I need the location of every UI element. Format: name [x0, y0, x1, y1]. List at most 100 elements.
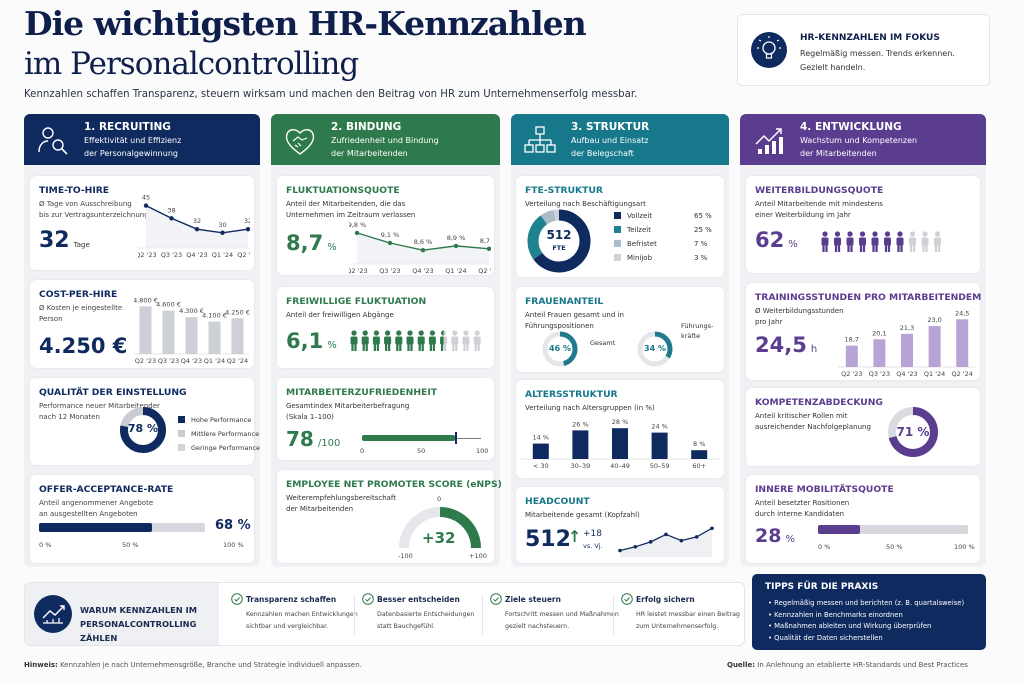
data-point	[220, 230, 225, 235]
x-tick-label: Q1 '24	[204, 357, 225, 365]
card-desc: Anteil kritischer Rollen mit ausreichende…	[755, 411, 871, 433]
tip-item: Regelmäßig messen und berichten (z. B. q…	[768, 598, 964, 610]
desc-line: Anteil angenommener Angebote	[39, 499, 154, 507]
legend-item: Teilzeit	[614, 226, 651, 234]
card-title: OFFER-ACCEPTANCE-RATE	[39, 484, 174, 495]
desc-line: (Skala 1–100)	[286, 413, 334, 421]
x-tick-label: Q2 '23	[841, 370, 862, 378]
data-point	[143, 203, 149, 208]
donut-label: Führungs-	[681, 322, 714, 330]
card-title: FLUKTUATIONSQUOTE	[286, 185, 400, 196]
axis-tick: 0 %	[818, 543, 831, 551]
data-label: 30	[218, 221, 226, 229]
sparkline-area	[620, 528, 712, 557]
heart-handshake-icon	[283, 124, 317, 158]
enps-value: +32	[422, 529, 456, 547]
axis-tick: 100 %	[223, 541, 244, 549]
data-label: 4.250 €	[225, 308, 250, 316]
x-tick-label: Q2 '24	[952, 370, 973, 378]
gauge-mid-label: 0	[437, 495, 442, 503]
donut-segment	[637, 331, 673, 367]
voluntary-turnover-people-icons	[350, 330, 481, 351]
person-icon	[395, 330, 403, 351]
card-title: HEADCOUNT	[525, 496, 590, 507]
legend-value: 7 %	[694, 240, 708, 248]
focus-text-1: Regelmäßig messen. Trends erkennen.	[800, 49, 955, 58]
bar	[208, 321, 221, 354]
unit: /100	[317, 438, 341, 449]
donut-center-unit: FTE	[552, 244, 566, 252]
axis-tick: 0 %	[39, 541, 52, 549]
card-desc: Ø Tage von Ausschreibung bis zur Vertrags…	[39, 199, 149, 221]
legend-item: Befristet	[614, 240, 657, 248]
person-icon	[462, 330, 470, 351]
benefit-title: Transparenz schaffen	[246, 595, 337, 604]
kpi-value: 24,5 h	[755, 333, 817, 357]
tips-list: Regelmäßig messen und berichten (z. B. q…	[768, 598, 964, 644]
column-header-bindung: 2. BINDUNG Zufriedenheit und Bindung der…	[271, 114, 500, 165]
person-icon	[921, 231, 929, 252]
card-time-to-hire: TIME-TO-HIRE Ø Tage von Ausschreibung bis…	[30, 176, 254, 270]
desc-line: Anteil kritischer Rollen mit	[755, 412, 848, 420]
kpi-value: 32 Tage	[39, 228, 90, 253]
headcount-delta-note: vs. Vj.	[583, 542, 603, 550]
legend-item: Hohe Performance	[178, 416, 251, 424]
x-tick-label: Q2 '23	[138, 251, 157, 259]
kpi-value: 62%	[755, 228, 798, 252]
x-tick-label: Q4 '23	[412, 267, 433, 274]
arrow-up-icon: ↑	[568, 527, 582, 546]
data-point	[486, 246, 491, 251]
person-icon	[361, 330, 369, 351]
card-desc: Gesamtindex Mitarbeiterbefragung (Skala 1…	[286, 401, 409, 423]
card-desc: Anteil der freiwilligen Abgänge	[286, 311, 394, 319]
card-headcount: HEADCOUNT Mitarbeitende gesamt (Kopfzahl…	[516, 487, 724, 563]
desc-line: Performance neuer Mitarbeitender	[39, 402, 160, 410]
card-title: KOMPETENZABDECKUNG	[755, 397, 883, 408]
legend-value: 25 %	[694, 226, 712, 234]
donut-segment	[120, 407, 166, 453]
x-tick-label: Q1 '24	[924, 370, 945, 378]
data-label: 14 %	[533, 434, 550, 442]
desc-line: Ø Weiterbildungsstunden	[755, 307, 844, 315]
person-icon	[350, 330, 358, 351]
mobility-progress-track	[818, 525, 968, 534]
headcount-sparkline	[618, 526, 714, 557]
data-label: 45	[142, 194, 150, 202]
bar	[956, 319, 969, 367]
desc-line: Unternehmen im Zeitraum verlassen	[286, 211, 416, 219]
check-circle-icon	[231, 593, 243, 605]
donut-center-value: 512	[546, 228, 572, 242]
quality-donut-chart	[120, 407, 166, 453]
gauge-min-label: -100	[398, 552, 413, 560]
card-title: FREIWILLIGE FLUKTUATION	[286, 296, 427, 307]
x-tick-label: Q1 '24	[212, 251, 233, 259]
desc-line: Anteil Frauen gesamt und in	[525, 311, 624, 319]
why-kpis-title: WARUM KENNZAHLEN IM PERSONALCONTROLLING Z…	[80, 603, 219, 645]
desc-line: Ø Tage von Ausschreibung	[39, 200, 132, 208]
kpi-value: 28%	[755, 525, 795, 547]
gauge-fill-end	[454, 512, 481, 549]
unit: %	[327, 340, 337, 351]
tips-title: TIPPS FÜR DIE PRAXIS	[765, 582, 879, 592]
desc-line: pro Jahr	[755, 318, 783, 326]
card-desc: Anteil besetzter Rositionen durch interne…	[755, 498, 849, 520]
card-frauenanteil: FRAUENANTEIL Anteil Frauen gesamt und in…	[516, 287, 724, 372]
card-desc: Ø Weiterbildungsstunden pro Jahr	[755, 306, 844, 328]
desc-line: Anteil besetzter Rositionen	[755, 499, 850, 507]
card-title: COST-PER-HIRE	[39, 289, 118, 300]
card-desc: Anteil Mitarbeitende mit mindestens einer…	[755, 199, 883, 221]
bar	[873, 339, 886, 367]
axis-tick: 100	[476, 447, 489, 455]
data-label: 4.300 €	[179, 307, 204, 315]
data-point	[710, 526, 714, 531]
column-desc-2: der Belegschaft	[571, 149, 634, 158]
legend-value: 65 %	[694, 212, 712, 220]
satisfaction-marker	[454, 432, 457, 444]
data-label: 28 %	[612, 418, 629, 426]
tip-item: Kennzahlen in Benchmarks einordnen	[768, 610, 964, 622]
data-point	[618, 548, 622, 553]
x-tick-label: Q2 '24	[478, 267, 491, 274]
benefit-text: Datenbasierte Entscheidungen statt Bauchg…	[377, 611, 475, 630]
desc-line: Führungspositionen	[525, 322, 594, 330]
fte-donut-chart	[527, 209, 591, 273]
